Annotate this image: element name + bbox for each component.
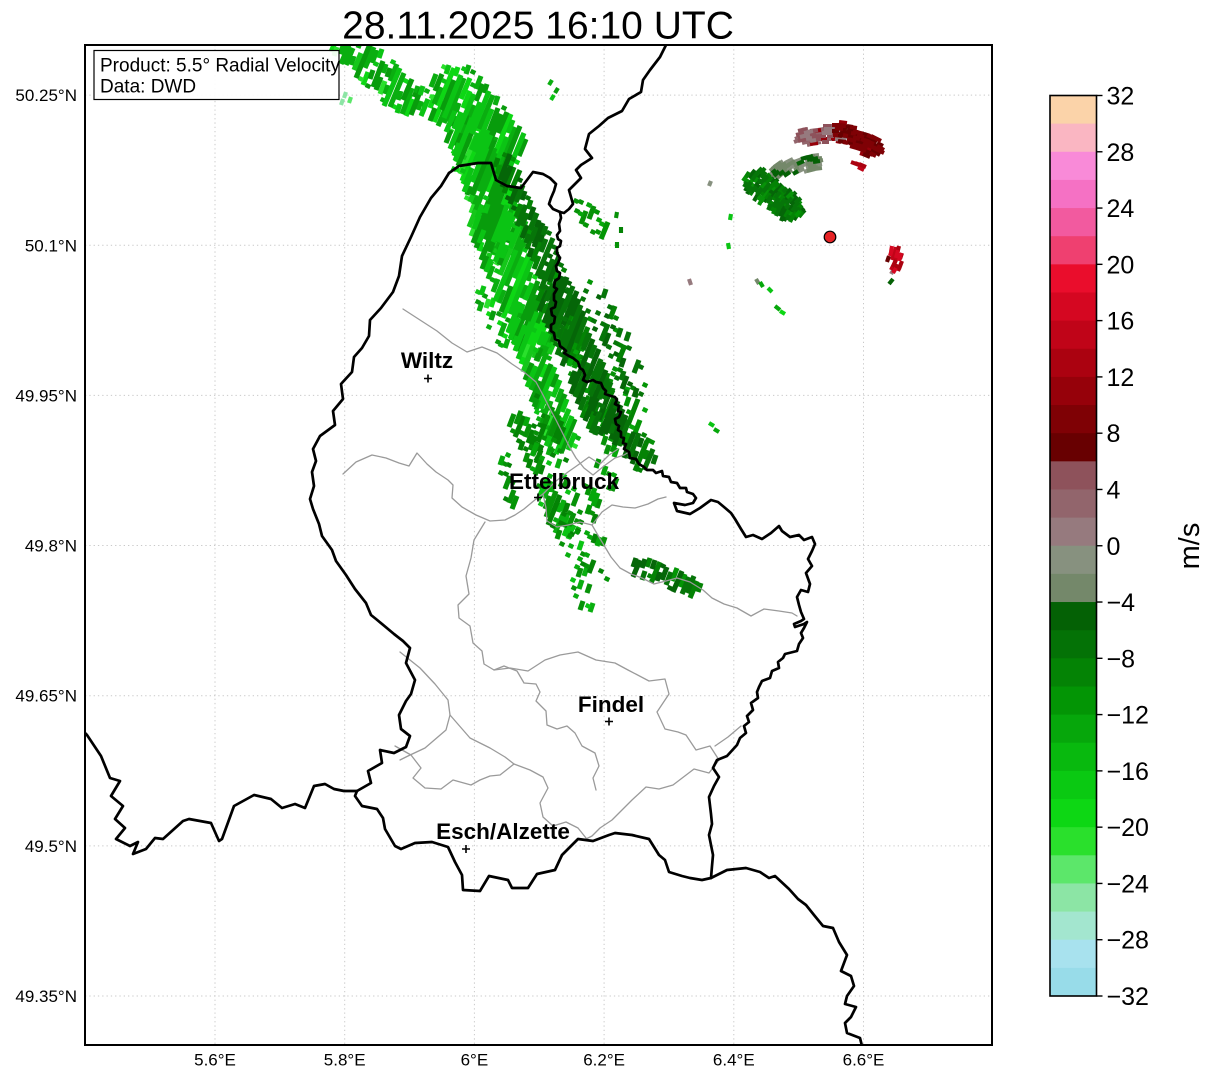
svg-text:50.1°N: 50.1°N: [25, 236, 77, 255]
svg-text:−28: −28: [1107, 927, 1149, 955]
svg-text:−32: −32: [1107, 983, 1149, 1011]
svg-text:6°E: 6°E: [461, 1051, 489, 1070]
svg-text:49.65°N: 49.65°N: [15, 687, 77, 706]
svg-text:16: 16: [1107, 308, 1135, 336]
svg-text:Data: DWD: Data: DWD: [100, 76, 196, 97]
svg-text:m/s: m/s: [1174, 523, 1206, 570]
svg-text:50.25°N: 50.25°N: [15, 86, 77, 105]
svg-text:6.2°E: 6.2°E: [583, 1051, 625, 1070]
svg-text:Product: 5.5° Radial Velocity: Product: 5.5° Radial Velocity: [100, 56, 340, 77]
svg-text:6.6°E: 6.6°E: [843, 1051, 885, 1070]
svg-text:Ettelbruck: Ettelbruck: [509, 469, 620, 494]
svg-text:Wiltz: Wiltz: [401, 348, 453, 373]
svg-text:0: 0: [1107, 533, 1121, 561]
svg-text:49.5°N: 49.5°N: [25, 837, 77, 856]
svg-text:12: 12: [1107, 364, 1135, 392]
svg-text:5.8°E: 5.8°E: [324, 1051, 366, 1070]
svg-text:49.35°N: 49.35°N: [15, 987, 77, 1006]
svg-text:−24: −24: [1107, 870, 1150, 898]
svg-text:4: 4: [1107, 476, 1121, 504]
svg-text:−8: −8: [1107, 645, 1136, 673]
svg-text:−20: −20: [1107, 814, 1149, 842]
svg-text:24: 24: [1107, 195, 1135, 223]
svg-text:−4: −4: [1107, 589, 1136, 617]
svg-text:Findel: Findel: [578, 692, 644, 717]
svg-text:8: 8: [1107, 420, 1121, 448]
svg-text:28.11.2025 16:10 UTC: 28.11.2025 16:10 UTC: [342, 5, 734, 48]
svg-text:20: 20: [1107, 251, 1135, 279]
svg-text:−16: −16: [1107, 758, 1149, 786]
svg-text:−12: −12: [1107, 702, 1149, 730]
svg-text:49.95°N: 49.95°N: [15, 386, 77, 405]
svg-text:49.8°N: 49.8°N: [25, 537, 77, 556]
svg-text:6.4°E: 6.4°E: [713, 1051, 755, 1070]
svg-text:32: 32: [1107, 83, 1135, 111]
svg-text:28: 28: [1107, 139, 1135, 167]
svg-text:Esch/Alzette: Esch/Alzette: [436, 819, 570, 844]
svg-text:5.6°E: 5.6°E: [194, 1051, 236, 1070]
